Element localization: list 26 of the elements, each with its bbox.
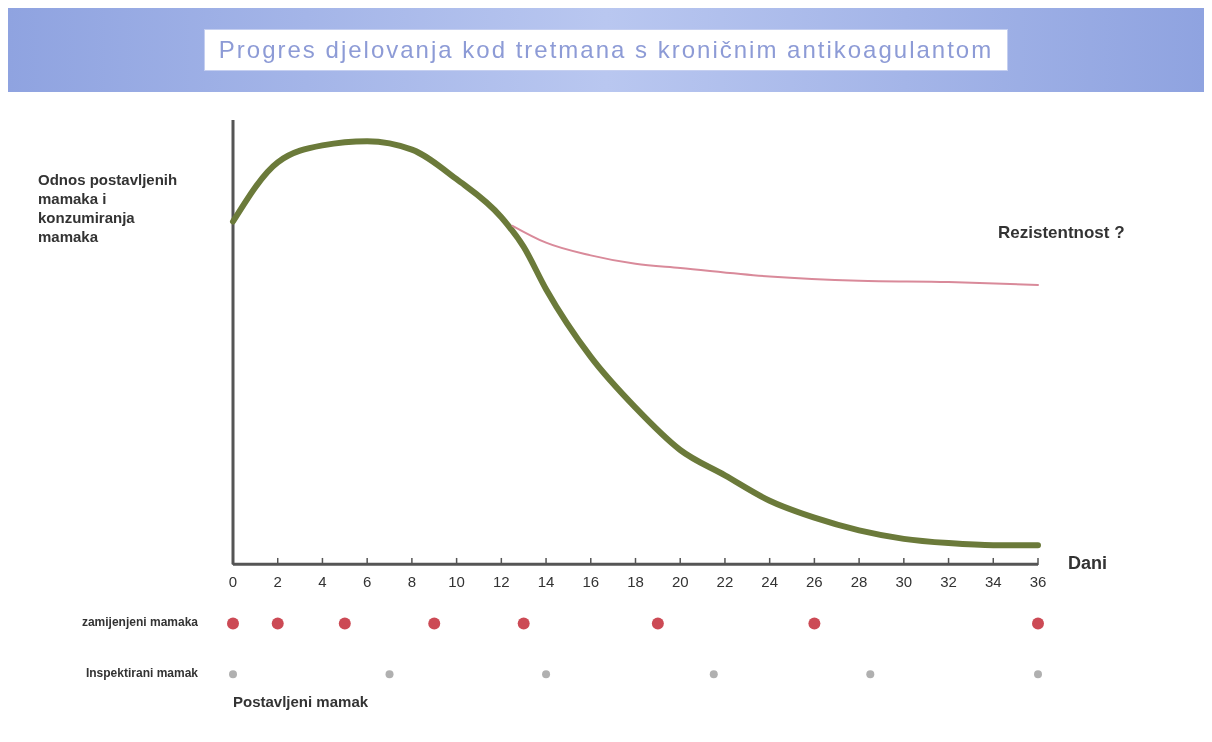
x-tick-label: 14 — [537, 572, 555, 590]
text: Rezistentnost ? — [998, 223, 1125, 244]
x-tick-label: 8 — [407, 572, 417, 590]
x-axis-title: Dani — [1068, 552, 1108, 574]
x-tick-label: 2 — [273, 572, 282, 590]
text: zamijenjeni mamaka — [81, 615, 198, 630]
x-tick-label: 26 — [806, 572, 823, 590]
x-tick-label: 12 — [492, 572, 510, 590]
chart-title: Progres djelovanja kod tretmana s kroničnim antikoagulantom — [203, 29, 1009, 71]
x-tick-label: 36 — [1029, 572, 1047, 590]
x-tick-label: 6 — [362, 572, 372, 590]
x-tick-label: 0 — [228, 572, 238, 590]
x-tick-label: 10 — [448, 572, 465, 590]
text: Postavljeni mamak — [233, 693, 369, 711]
x-tick-label: 24 — [761, 572, 779, 590]
x-tick-label: 18 — [627, 572, 644, 590]
y-axis-title: Odnos postavljenih mamaka i konzumiranja mamaka — [38, 170, 179, 246]
x-tick-label: 28 — [850, 572, 868, 590]
x-tick-label: 34 — [984, 572, 1002, 590]
x-tick-label: 22 — [716, 572, 734, 590]
x-tick-label: 32 — [940, 572, 957, 590]
text: Inspektirani mamak — [85, 666, 198, 681]
x-tick-label: 20 — [671, 572, 689, 590]
x-tick-label: 30 — [895, 572, 913, 590]
x-tick-label: 4 — [318, 572, 327, 590]
x-tick-label: 16 — [582, 572, 600, 590]
